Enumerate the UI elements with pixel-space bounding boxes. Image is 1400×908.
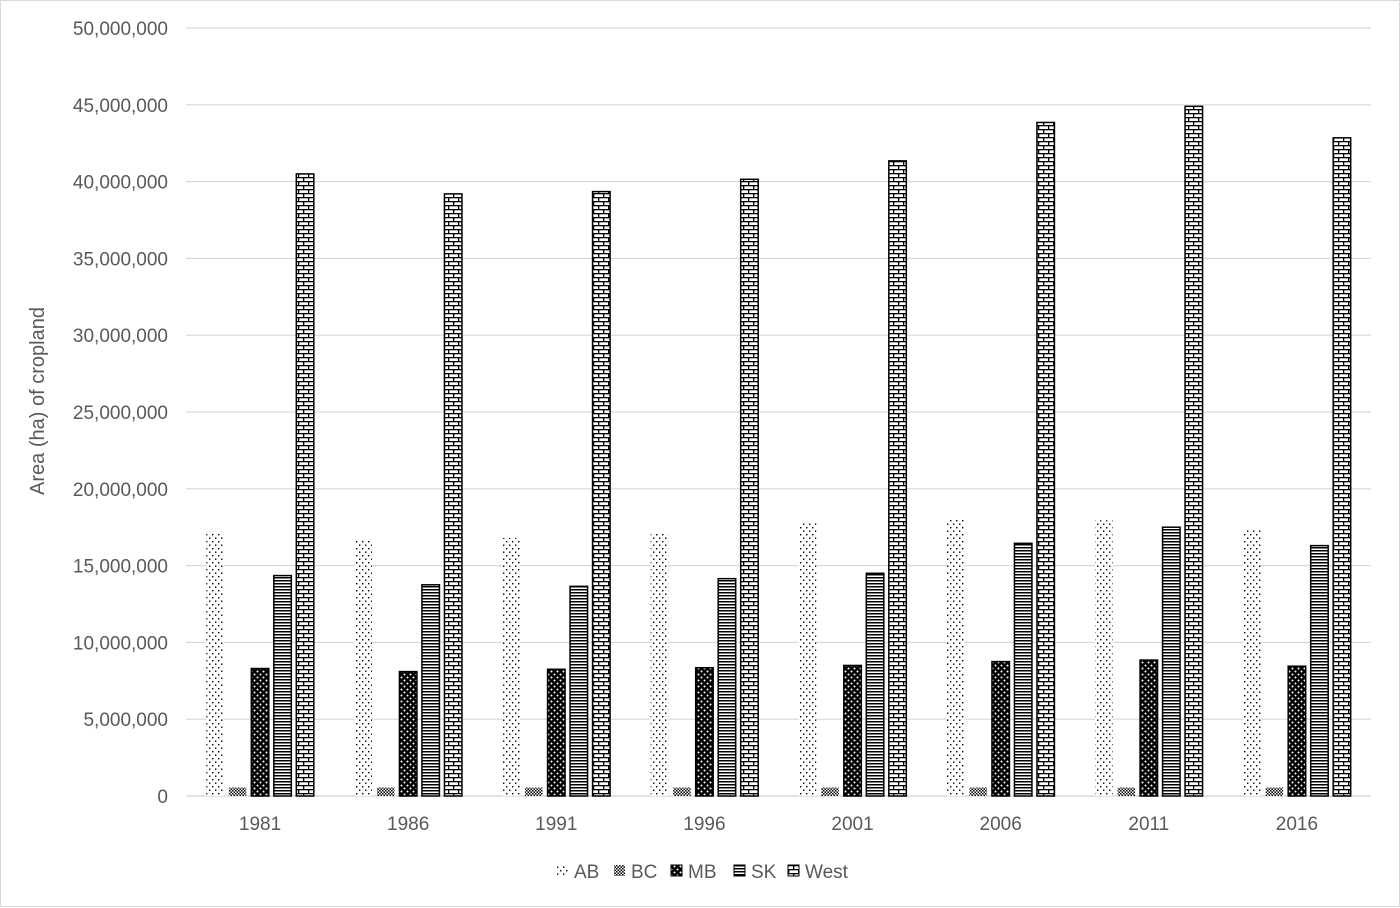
bar-mb-1981: [250, 667, 270, 797]
y-tick-label: 15,000,000: [73, 557, 168, 578]
bar-ab-1981: [206, 531, 224, 796]
y-tick-label: 30,000,000: [73, 326, 168, 347]
legend-swatch-bc: [614, 865, 625, 876]
bar-sk-2006: [1013, 542, 1033, 797]
bar-ab-1986: [354, 539, 372, 796]
bar-west-1991: [591, 190, 611, 797]
y-tick-label: 35,000,000: [73, 249, 168, 270]
bar-sk-2001: [865, 572, 885, 797]
x-tick-label: 1996: [683, 814, 725, 835]
x-tick-label: 2016: [1276, 814, 1318, 835]
x-axis-tick-labels: 1981 1986 1991 1996 2001 2006 2011 2016: [239, 814, 1318, 835]
bar-bc-1981: [228, 787, 247, 796]
bar-mb-1991: [546, 668, 566, 797]
bar-west-2001: [888, 160, 908, 797]
bar-mb-1986: [398, 670, 418, 797]
bar-bc-1986: [376, 787, 395, 796]
gridlines: [186, 27, 1371, 797]
legend-label-mb: MB: [688, 862, 717, 883]
bar-west-1996: [739, 178, 759, 797]
y-axis-title: Area (ha) of cropland: [27, 307, 49, 495]
bar-west-1986: [443, 193, 463, 797]
legend-label-ab: AB: [574, 862, 599, 883]
bar-sk-2016: [1309, 544, 1329, 797]
legend-swatch-mb: [670, 864, 683, 877]
bar-sk-2011: [1161, 526, 1181, 797]
bar-sk-1991: [569, 585, 589, 797]
y-tick-label: 50,000,000: [73, 19, 168, 40]
bar-ab-2011: [1095, 520, 1113, 796]
bar-sk-1986: [421, 584, 441, 797]
x-tick-label: 2006: [980, 814, 1022, 835]
bar-mb-2011: [1139, 659, 1159, 797]
legend-swatch-sk: [733, 864, 746, 877]
bar-ab-1996: [650, 533, 669, 796]
bar-mb-1996: [694, 666, 714, 797]
bar-west-2006: [1036, 121, 1056, 797]
bar-west-2016: [1332, 137, 1352, 797]
y-tick-label: 10,000,000: [73, 633, 168, 654]
y-tick-label: 0: [157, 787, 168, 808]
bar-ab-1991: [502, 537, 521, 796]
legend: AB BC MB SK West: [557, 862, 849, 883]
bar-mb-2001: [843, 664, 863, 797]
bar-bc-1991: [525, 787, 543, 796]
y-tick-label: 45,000,000: [73, 96, 168, 117]
legend-swatch-west: [787, 864, 800, 877]
bar-bc-2001: [821, 787, 839, 796]
y-tick-label: 40,000,000: [73, 173, 168, 194]
bar-ab-2006: [946, 519, 965, 796]
x-tick-label: 1986: [387, 814, 429, 835]
y-tick-label: 25,000,000: [73, 403, 168, 424]
bar-mb-2016: [1287, 665, 1307, 797]
x-tick-label: 2001: [831, 814, 873, 835]
bar-bc-1996: [673, 787, 691, 796]
bar-mb-2006: [991, 660, 1011, 797]
y-axis-tick-labels: 0 5,000,000 10,000,000 15,000,000 20,000,000…: [73, 19, 168, 808]
x-tick-label: 2011: [1128, 814, 1169, 835]
legend-label-west: West: [805, 862, 849, 883]
bar-ab-2001: [798, 522, 817, 796]
bar-west-2011: [1184, 105, 1204, 797]
x-tick-label: 1991: [535, 814, 577, 835]
y-tick-label: 5,000,000: [83, 710, 168, 731]
bar-bc-2006: [969, 787, 987, 796]
bar-bc-2011: [1117, 787, 1136, 796]
legend-label-sk: SK: [751, 862, 777, 883]
bar-ab-2016: [1243, 528, 1261, 796]
bar-sk-1981: [273, 574, 293, 797]
bar-west-1981: [295, 173, 315, 797]
legend-swatch-ab: [557, 865, 568, 876]
bar-sk-1996: [717, 577, 737, 797]
x-tick-label: 1981: [239, 814, 281, 835]
bar-bc-2016: [1265, 787, 1284, 796]
bars: [206, 105, 1352, 797]
y-tick-label: 20,000,000: [73, 480, 168, 501]
legend-label-bc: BC: [631, 862, 657, 883]
